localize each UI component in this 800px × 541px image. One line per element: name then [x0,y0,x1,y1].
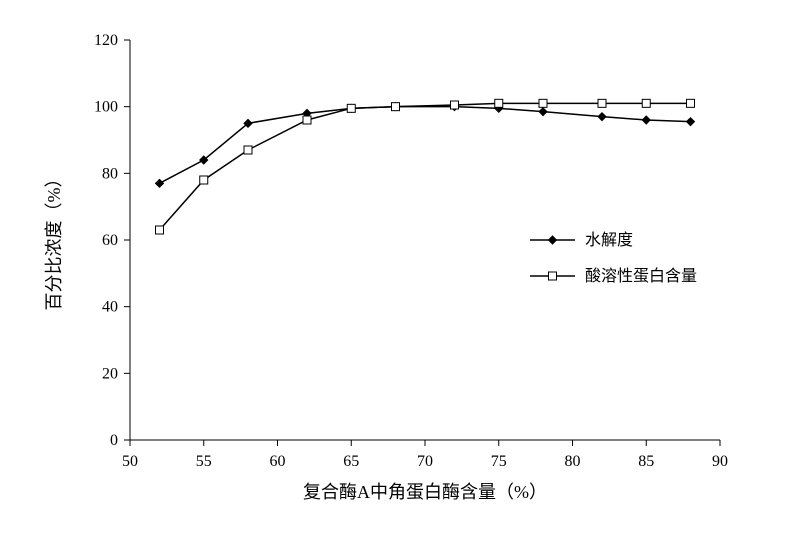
y-tick-label: 80 [102,165,118,182]
legend-marker-square [549,272,557,280]
x-tick-label: 60 [270,453,286,470]
chart-container: 0 20 40 60 80 100 120 50 55 60 65 70 75 80 85 90 复合酶A中角蛋… [0,0,800,541]
marker-square [156,226,164,234]
series-line-1 [160,103,691,230]
marker-square [495,99,503,107]
x-axis-label: 复合酶A中角蛋白酶含量（%） [303,482,547,502]
marker-square [347,104,355,112]
legend-marker-diamond [549,236,557,244]
x-tick-label: 70 [417,453,433,470]
marker-square [642,99,650,107]
series-line-0 [160,107,691,184]
line-chart: 0 20 40 60 80 100 120 50 55 60 65 70 75 80 85 90 复合酶A中角蛋… [0,0,800,541]
marker-diamond [642,116,650,124]
y-tick-label: 40 [102,299,118,316]
marker-diamond [598,113,606,121]
x-tick-label: 90 [712,453,728,470]
y-tick-label: 0 [110,432,118,449]
x-tick-label: 75 [491,453,507,470]
marker-square [598,99,606,107]
y-axis-label: 百分比浓度（%） [44,170,64,311]
marker-square [451,101,459,109]
x-tick-label: 80 [565,453,581,470]
marker-square [303,116,311,124]
marker-square [539,99,547,107]
x-tick-label: 85 [638,453,654,470]
marker-diamond [687,118,695,126]
x-tick-label: 55 [196,453,212,470]
x-tick-label: 50 [122,453,138,470]
marker-square [244,146,252,154]
marker-square [200,176,208,184]
legend-label: 水解度 [585,231,633,249]
marker-diamond [539,108,547,116]
y-tick-label: 20 [102,365,118,382]
y-tick-label: 100 [94,99,118,116]
marker-diamond [156,179,164,187]
x-tick-label: 65 [343,453,359,470]
y-tick-label: 60 [102,232,118,249]
legend-label: 酸溶性蛋白含量 [585,267,697,285]
y-tick-label: 120 [94,32,118,49]
marker-square [392,103,400,111]
marker-square [687,99,695,107]
